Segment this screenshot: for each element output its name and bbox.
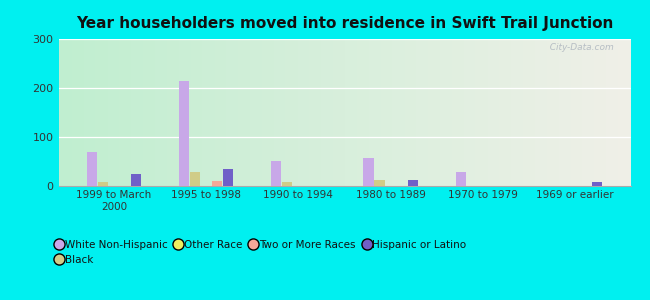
Bar <box>190 172 200 186</box>
Bar <box>131 174 141 186</box>
Bar <box>179 81 189 186</box>
Bar <box>98 182 108 186</box>
Bar <box>408 180 418 186</box>
Bar <box>592 182 603 186</box>
Bar <box>223 169 233 186</box>
Bar <box>86 152 97 186</box>
Bar <box>282 182 293 186</box>
Legend: White Non-Hispanic, Black, Other Race, Two or More Races, Hispanic or Latino: White Non-Hispanic, Black, Other Race, T… <box>52 235 471 269</box>
Bar <box>374 180 385 186</box>
Title: Year householders moved into residence in Swift Trail Junction: Year householders moved into residence i… <box>76 16 613 31</box>
Bar <box>271 160 281 186</box>
Bar <box>363 158 374 186</box>
Text: City-Data.com: City-Data.com <box>543 44 614 52</box>
Bar <box>456 172 466 186</box>
Bar <box>212 181 222 186</box>
